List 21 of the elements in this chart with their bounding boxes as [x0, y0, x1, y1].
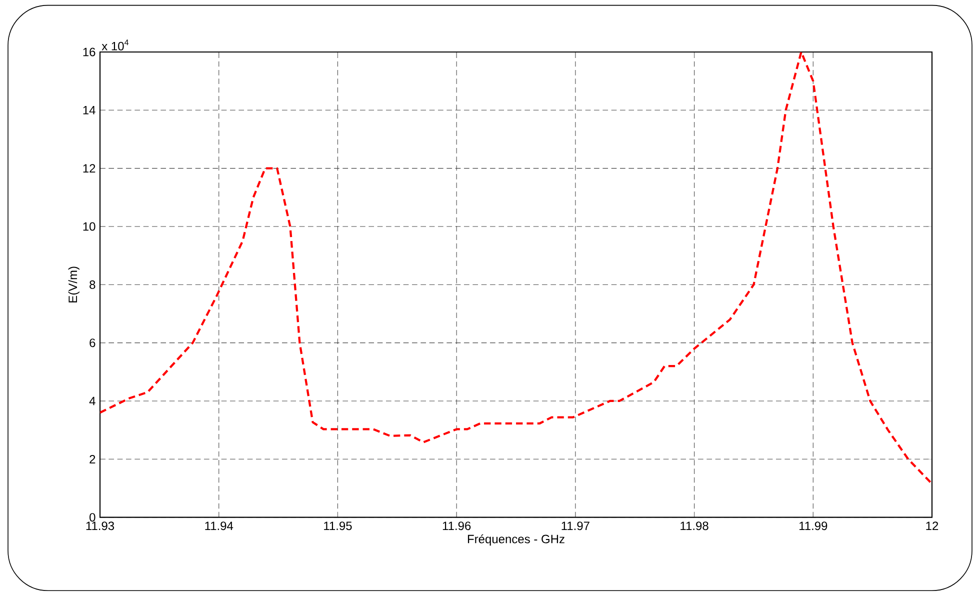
text: x 10$^{4}$ [102, 40, 129, 50]
y-tick-label: 2 [90, 454, 96, 464]
y-tick-label: 6 [90, 338, 96, 348]
y-tick-label: 8 [90, 280, 96, 289]
x-tick-label: 11.99 [799, 522, 828, 530]
x-tick-label: 11.93 [86, 522, 114, 530]
y-tick-label: 0 [90, 513, 96, 522]
y-tick-label: 14 [83, 106, 96, 114]
x-tick-label: 11.96 [442, 522, 471, 530]
line-series [100, 52, 932, 485]
x-tick-label: 11.98 [680, 522, 708, 530]
x-tick-label: 11.97 [562, 522, 590, 530]
x-axis-title: Fréquences - GHz [468, 534, 564, 546]
y-tick-label: 16 [83, 48, 96, 56]
x-tick-label: 12 [926, 522, 938, 530]
y-tick-label: 10 [83, 222, 96, 231]
x-tick-label: 11.95 [324, 522, 352, 530]
y-tick-label: 4 [89, 396, 96, 406]
y-axis-title: E(V/m) [68, 266, 80, 302]
x-tick-label: 11.94 [205, 522, 234, 530]
y-tick-label: 12 [83, 164, 96, 173]
